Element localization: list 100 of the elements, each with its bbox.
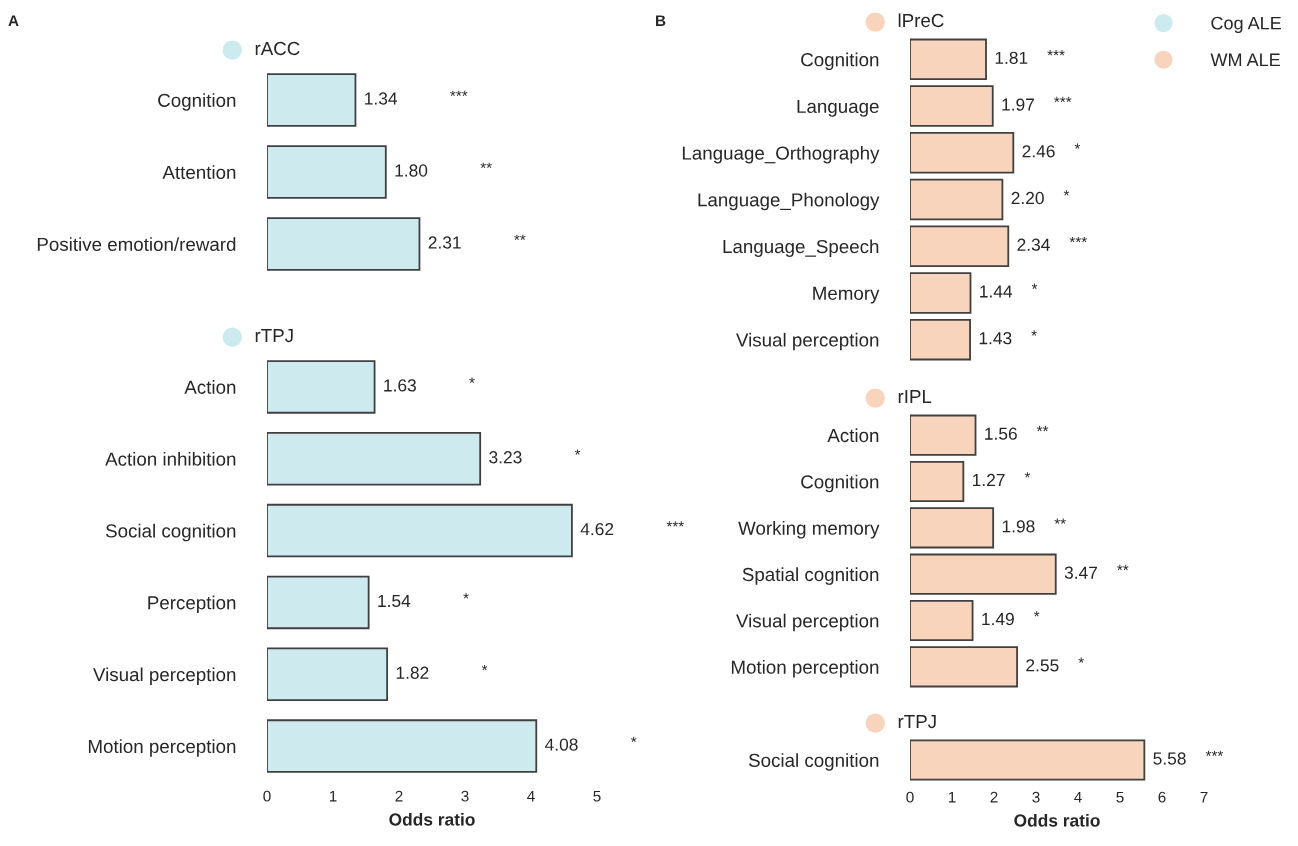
chart-title: lPreC bbox=[898, 13, 944, 28]
chart-title: rIPL bbox=[898, 390, 932, 403]
bar bbox=[910, 460, 965, 503]
data-label: 1.56 bbox=[985, 427, 1017, 440]
annotation: *** bbox=[1069, 236, 1087, 243]
x-tick-label: 4 bbox=[1074, 791, 1082, 803]
y-tick-label: Spatial cognition bbox=[742, 567, 879, 585]
x-tick-label: 1 bbox=[948, 791, 956, 803]
x-tick-label: 2 bbox=[395, 790, 403, 802]
x-tick-label: 2 bbox=[990, 791, 998, 803]
y-tick-label: Positive emotion/reward bbox=[37, 237, 236, 251]
data-label: 1.43 bbox=[979, 332, 1012, 345]
text: B bbox=[656, 15, 666, 26]
annotation: *** bbox=[1054, 96, 1072, 103]
x-tick-label: 5 bbox=[593, 790, 601, 802]
x-axis-title: Odds ratio bbox=[1014, 813, 1100, 827]
bar bbox=[910, 318, 971, 361]
bar bbox=[910, 507, 995, 549]
data-label: 4.08 bbox=[545, 738, 578, 751]
y-tick-label: Cognition bbox=[801, 52, 879, 71]
text: * bbox=[630, 736, 637, 743]
data-label: 1.34 bbox=[365, 92, 398, 105]
annotation: * bbox=[463, 593, 469, 599]
data-label: 1.63 bbox=[384, 379, 416, 392]
legend-label: WM ALE bbox=[1210, 53, 1280, 67]
y-tick-label: Motion perception bbox=[88, 739, 236, 757]
data-label: 2.46 bbox=[1022, 145, 1055, 158]
data-label: 1.80 bbox=[395, 164, 428, 177]
bar bbox=[910, 225, 1010, 267]
annotation: * bbox=[1031, 283, 1038, 289]
y-tick-label: Visual perception bbox=[93, 667, 236, 685]
data-label: 1.49 bbox=[982, 612, 1014, 626]
annotation: * bbox=[1078, 657, 1084, 663]
x-tick-label: 1 bbox=[329, 790, 337, 802]
y-tick-label: Attention bbox=[162, 165, 236, 179]
data-label: 2.20 bbox=[1011, 191, 1044, 205]
data-label: 3.23 bbox=[489, 451, 522, 464]
y-tick-label: Social cognition bbox=[105, 523, 236, 542]
data-label: 1.54 bbox=[378, 594, 411, 608]
y-tick-label: Action inhibition bbox=[105, 451, 236, 466]
y-tick-label: Cognition bbox=[158, 93, 236, 111]
y-tick-label: Social cognition bbox=[748, 753, 879, 771]
y-tick-label: Action bbox=[827, 428, 879, 443]
bar bbox=[910, 85, 994, 127]
annotation: ** bbox=[480, 162, 492, 169]
y-tick-label: Visual perception bbox=[736, 332, 879, 351]
bar bbox=[910, 414, 977, 456]
bar bbox=[910, 553, 1057, 595]
bar bbox=[267, 360, 376, 414]
annotation: * bbox=[481, 664, 488, 671]
text: A bbox=[8, 15, 19, 26]
y-tick-label: Perception bbox=[148, 595, 236, 614]
annotation: ** bbox=[514, 234, 526, 241]
annotation: * bbox=[1063, 190, 1070, 196]
x-axis-title: Odds ratio bbox=[389, 812, 475, 826]
x-tick-label: 0 bbox=[906, 791, 914, 803]
annotation: * bbox=[1024, 472, 1031, 478]
data-label: 1.44 bbox=[980, 285, 1013, 298]
y-tick-label: Language bbox=[797, 99, 879, 117]
chart-title: rACC bbox=[255, 41, 300, 56]
annotation: *** bbox=[450, 90, 468, 97]
x-tick-label: 5 bbox=[1116, 791, 1124, 803]
x-tick-label: 0 bbox=[263, 790, 271, 802]
y-tick-label: Language_Phonology bbox=[698, 192, 880, 211]
data-label: 1.27 bbox=[973, 473, 1005, 486]
y-tick-label: Motion perception bbox=[731, 660, 879, 678]
data-label: 2.34 bbox=[1017, 238, 1050, 251]
bar bbox=[910, 132, 1015, 174]
data-label: 1.98 bbox=[1002, 520, 1035, 533]
data-label: 5.58 bbox=[1153, 752, 1186, 765]
chart-title: rTPJ bbox=[898, 715, 936, 729]
data-label: 1.82 bbox=[396, 666, 429, 679]
bar bbox=[910, 178, 1004, 221]
y-tick-label: Action bbox=[184, 380, 236, 394]
annotation: * bbox=[1074, 143, 1081, 149]
data-label: 1.81 bbox=[995, 51, 1028, 65]
x-tick-label: 4 bbox=[527, 790, 535, 802]
data-label: 2.55 bbox=[1026, 659, 1059, 672]
data-label: 1.97 bbox=[1002, 98, 1034, 111]
bar bbox=[267, 431, 482, 486]
bar bbox=[910, 599, 974, 642]
bar bbox=[267, 719, 538, 773]
y-tick-label: Working memory bbox=[738, 521, 880, 539]
data-label: 4.62 bbox=[580, 522, 614, 536]
annotation: * bbox=[1033, 611, 1040, 617]
bar bbox=[267, 575, 370, 630]
annotation: * bbox=[1031, 330, 1037, 336]
x-tick-label: 3 bbox=[461, 790, 469, 802]
text: *** bbox=[666, 521, 684, 527]
bar bbox=[267, 503, 573, 558]
bar bbox=[910, 272, 972, 314]
y-tick-label: Visual perception bbox=[736, 613, 879, 632]
annotation: ** bbox=[1054, 518, 1066, 524]
chart-title: rTPJ bbox=[255, 329, 293, 343]
annotation: ** bbox=[1117, 564, 1129, 571]
x-tick-label: 3 bbox=[1032, 791, 1040, 803]
data-label: 2.31 bbox=[428, 236, 461, 249]
bar bbox=[910, 38, 987, 81]
y-tick-label: Cognition bbox=[801, 474, 879, 493]
annotation: * bbox=[469, 377, 475, 383]
